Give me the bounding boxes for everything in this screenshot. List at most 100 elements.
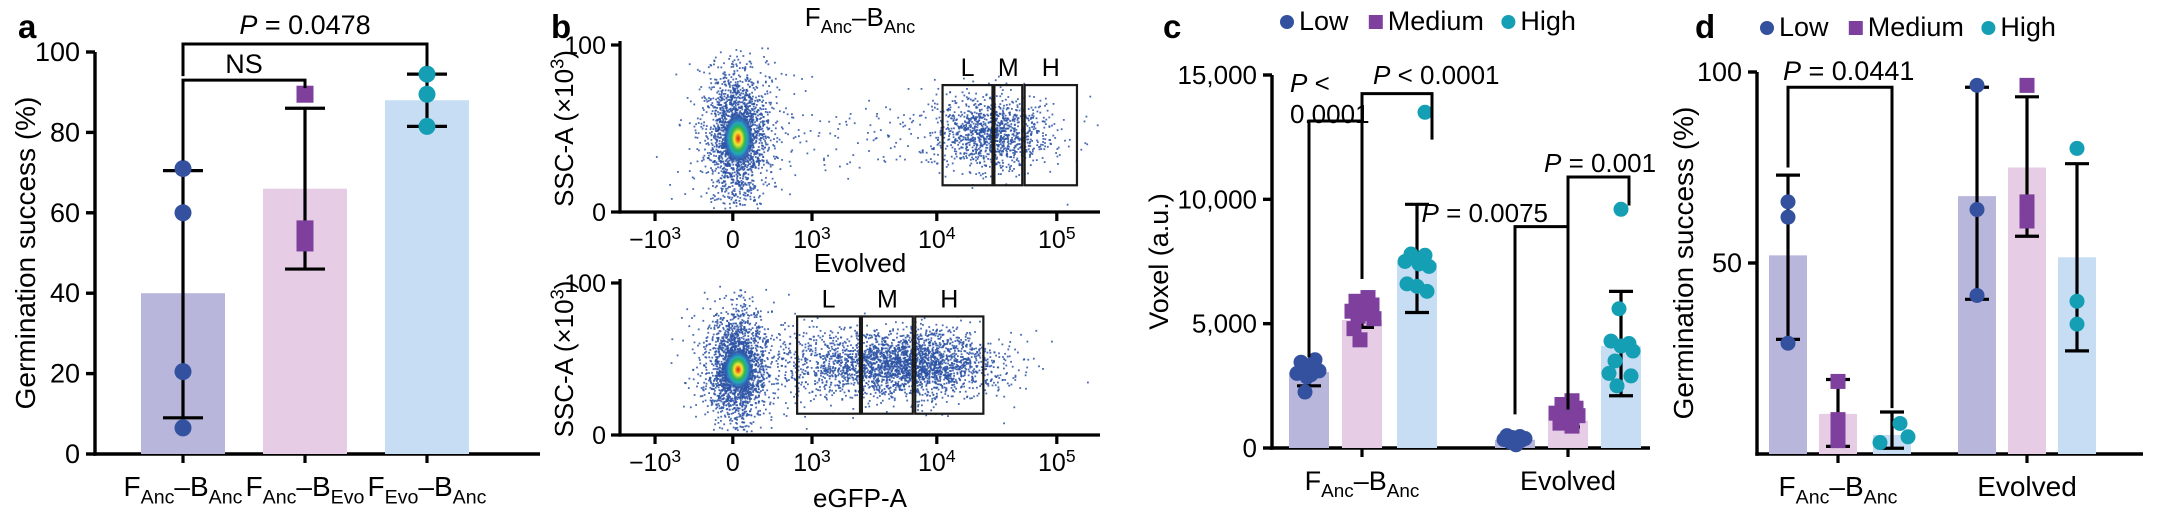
data-point <box>1366 311 1382 327</box>
y-tick-label: 50 <box>1712 248 1742 278</box>
data-point <box>1780 194 1796 210</box>
data-points <box>1872 415 1916 451</box>
legend-low-marker <box>1280 15 1294 29</box>
plot-title: Evolved <box>814 248 907 278</box>
x-tick-label: 105 <box>1038 446 1076 477</box>
data-point <box>174 419 192 437</box>
data-point <box>1552 415 1568 431</box>
panel-a-letter: a <box>18 8 37 45</box>
data-point <box>1969 202 1985 218</box>
density-core <box>723 348 754 391</box>
data-points <box>174 160 192 437</box>
p-value-label: 0.0001 <box>1290 99 1370 129</box>
significance-bracket <box>1513 225 1570 415</box>
data-point <box>418 85 436 103</box>
data-point <box>2069 293 2085 309</box>
gate-label-M: M <box>877 285 898 313</box>
x-axis-label: eGFP-A <box>813 483 908 513</box>
data-point <box>1397 254 1413 269</box>
group-label: Evolved <box>1977 471 2077 502</box>
svg-a-content: 0 20 40 60 80 100 Germination success (%) FAnc–… <box>10 10 540 508</box>
data-points <box>1780 194 1796 351</box>
data-point <box>1352 332 1368 348</box>
data-point <box>1417 104 1433 120</box>
p-value-label: NS <box>225 49 263 79</box>
panel-c: c 0 5,000 10,000 15,000 Voxel (a.u.) FAnc–BAn… <box>1110 0 1655 516</box>
x-tick-label: 104 <box>918 223 956 254</box>
data-point <box>296 220 314 238</box>
y-tick-label: 20 <box>50 359 80 389</box>
data-point <box>1299 369 1315 385</box>
y-tick-label: 100 <box>1697 57 1742 87</box>
y-tick-label: 40 <box>50 278 80 308</box>
gate-H <box>1023 83 1079 187</box>
x-tick-label: 0 <box>726 226 740 254</box>
x-tick-label: 103 <box>793 446 831 477</box>
panel-a: a 0 20 40 60 80 100 Germination success (%) FAn… <box>0 0 545 516</box>
gate-label-H: H <box>1042 54 1060 82</box>
group-label: Evolved <box>1520 466 1616 496</box>
data-point <box>1421 258 1437 274</box>
x-tick-label: −103 <box>629 223 681 254</box>
group-label: FAnc–BAnc <box>1305 466 1420 502</box>
panel-d: d 50 100 Germination success (%) FAnc–BAnc E… <box>1655 0 2158 516</box>
p-value-label: P < 0.0001 <box>1373 60 1500 90</box>
significance-bracket <box>1566 175 1631 410</box>
data-point <box>296 234 314 252</box>
legend-low-label: Low <box>1779 12 1829 42</box>
y-axis-label: Voxel (a.u.) <box>1144 193 1174 330</box>
data-point <box>174 363 192 381</box>
data-point <box>1969 287 1985 303</box>
data-point <box>418 65 436 83</box>
data-point <box>1623 368 1639 384</box>
gate-M <box>860 315 914 415</box>
significance-bracket <box>181 78 307 161</box>
x-tick-label: 105 <box>1038 223 1076 254</box>
data-point <box>2069 316 2085 332</box>
data-point <box>1611 301 1627 317</box>
data-point <box>2069 140 2085 156</box>
y-tick-label: 100 <box>564 32 606 60</box>
panel-a-chart: 0 20 40 60 80 100 Germination success (%) FAnc–… <box>10 10 540 508</box>
data-points <box>2069 140 2085 332</box>
data-point <box>418 117 436 135</box>
y-tick-label: 0 <box>1243 433 1257 463</box>
data-point <box>174 204 192 222</box>
panel-c-letter: c <box>1163 8 1182 45</box>
data-point <box>1601 365 1617 381</box>
data-points <box>296 85 314 252</box>
data-point <box>1508 437 1524 453</box>
data-points <box>1397 104 1437 299</box>
gate-H <box>914 315 985 415</box>
legend-low-label: Low <box>1299 6 1349 36</box>
y-tick-label: 100 <box>35 37 80 67</box>
data-points <box>1830 373 1846 449</box>
p-value-label: P < <box>1290 68 1330 98</box>
legend: Low Medium High <box>1280 6 1576 36</box>
y-tick-label: 0 <box>65 439 80 469</box>
data-point <box>296 85 314 103</box>
gate-L <box>796 315 862 415</box>
data-point <box>1872 435 1888 451</box>
y-tick-label: 15,000 <box>1177 60 1257 90</box>
plot-title: FAnc–BAnc <box>805 2 915 37</box>
gate-label-H: H <box>940 285 958 313</box>
y-axis-label: Germination success (%) <box>10 97 41 410</box>
data-points <box>2019 77 2035 229</box>
data-point <box>1830 433 1846 449</box>
data-point <box>1900 429 1916 445</box>
panel-b-flow-plots: FAnc–BAnc 100 0 −103 0 103 104 105 SSC-A (×103) L… <box>548 2 1100 513</box>
data-point <box>174 160 192 178</box>
y-axis-label: Germination success (%) <box>1668 107 1699 420</box>
data-point <box>1613 201 1629 217</box>
gate-L <box>941 83 994 187</box>
gate-label-L: L <box>961 54 975 82</box>
legend: Low Medium High <box>1760 12 2056 42</box>
y-tick-label: 100 <box>564 270 606 298</box>
data-points <box>418 65 436 135</box>
data-point <box>1830 412 1846 428</box>
gate-label-M: M <box>998 54 1019 82</box>
data-point <box>1564 418 1580 434</box>
y-axis-label: SSC-A (×103) <box>548 50 579 207</box>
